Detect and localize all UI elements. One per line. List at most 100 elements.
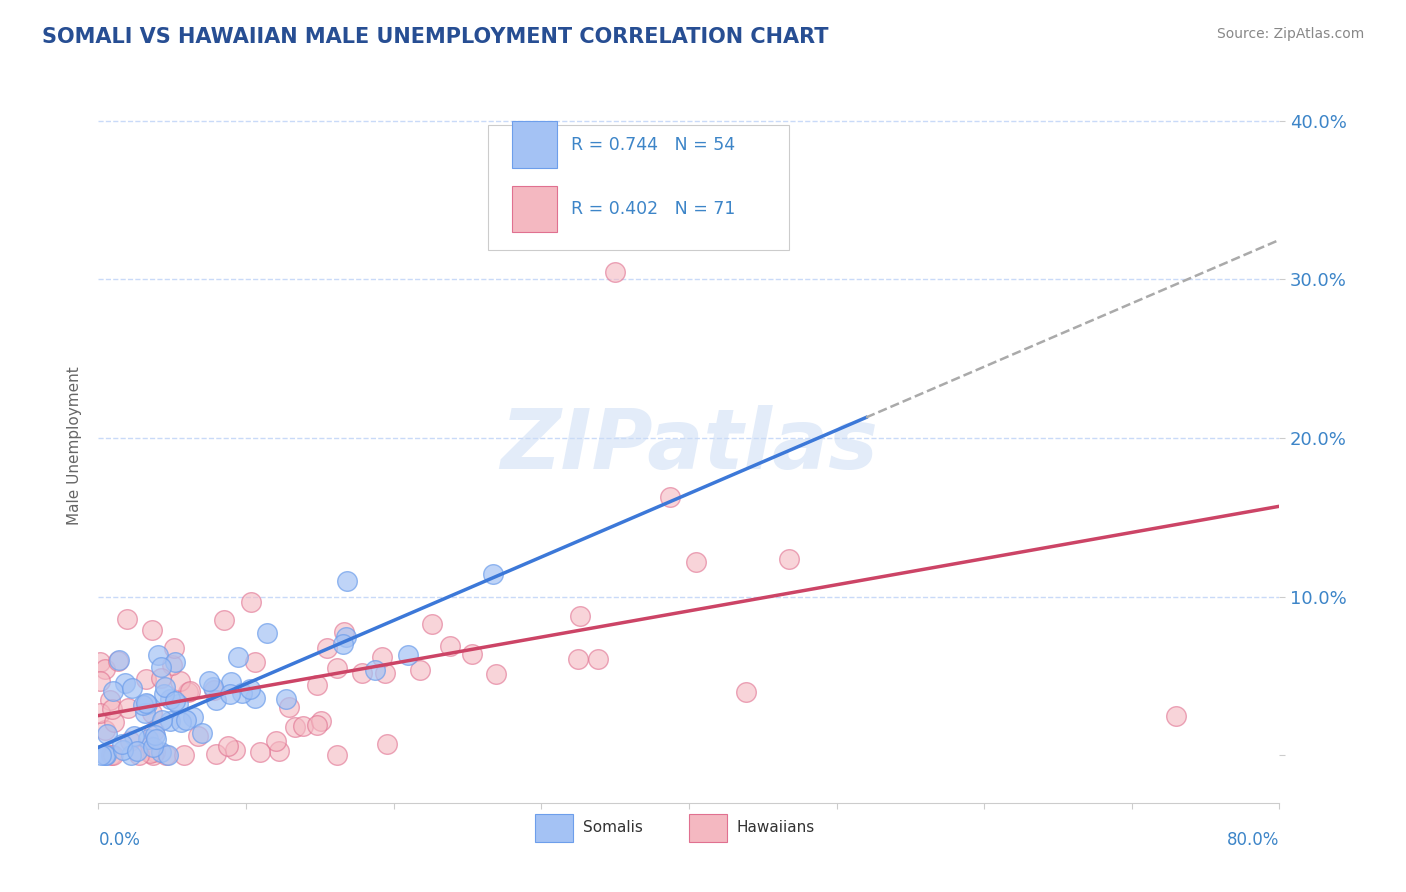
Point bbox=[212, 613, 235, 627]
Point bbox=[307, 718, 329, 732]
Point bbox=[217, 739, 239, 753]
Point bbox=[135, 696, 157, 710]
Point bbox=[205, 747, 228, 762]
Point bbox=[135, 697, 157, 711]
Point bbox=[155, 680, 177, 694]
Point bbox=[94, 723, 117, 737]
Point bbox=[315, 640, 337, 655]
Point bbox=[205, 693, 228, 707]
Point bbox=[187, 730, 209, 744]
Point bbox=[375, 738, 398, 752]
Point bbox=[107, 654, 129, 668]
Point bbox=[243, 655, 266, 669]
Point bbox=[439, 640, 461, 654]
Point bbox=[159, 714, 181, 728]
Point bbox=[201, 680, 224, 694]
Point bbox=[364, 663, 387, 677]
Y-axis label: Male Unemployment: Male Unemployment bbox=[67, 367, 83, 525]
Point bbox=[249, 745, 271, 759]
Point bbox=[101, 748, 124, 763]
Point bbox=[485, 667, 508, 681]
Point bbox=[586, 652, 609, 666]
Point bbox=[117, 701, 139, 715]
Point bbox=[707, 209, 730, 223]
Text: SOMALI VS HAWAIIAN MALE UNEMPLOYMENT CORRELATION CHART: SOMALI VS HAWAIIAN MALE UNEMPLOYMENT COR… bbox=[42, 27, 828, 46]
Point bbox=[120, 748, 142, 763]
Text: Somalis: Somalis bbox=[582, 821, 643, 835]
Point bbox=[145, 732, 167, 747]
Point bbox=[128, 748, 150, 763]
Point bbox=[134, 706, 156, 720]
Point bbox=[115, 612, 138, 626]
Point bbox=[94, 748, 117, 763]
Point bbox=[461, 647, 484, 661]
Point bbox=[169, 673, 191, 688]
Point bbox=[89, 673, 111, 688]
FancyBboxPatch shape bbox=[689, 814, 727, 842]
Point bbox=[136, 731, 159, 746]
Text: Hawaiians: Hawaiians bbox=[737, 821, 814, 835]
Point bbox=[396, 648, 419, 663]
FancyBboxPatch shape bbox=[488, 125, 789, 250]
Point bbox=[157, 748, 180, 763]
Point bbox=[336, 574, 359, 589]
Point bbox=[89, 706, 111, 720]
Point bbox=[735, 684, 758, 698]
Point bbox=[142, 748, 165, 763]
Point bbox=[177, 685, 200, 699]
Point bbox=[149, 745, 172, 759]
Point bbox=[239, 682, 262, 697]
Point bbox=[143, 728, 166, 742]
Point bbox=[146, 648, 169, 662]
Point bbox=[100, 748, 122, 763]
Point bbox=[219, 675, 242, 690]
Point bbox=[127, 744, 149, 758]
Point bbox=[122, 729, 145, 743]
Point bbox=[162, 658, 184, 673]
Text: R = 0.744   N = 54: R = 0.744 N = 54 bbox=[571, 136, 735, 153]
Point bbox=[150, 714, 173, 728]
Text: ZIPatlas: ZIPatlas bbox=[501, 406, 877, 486]
Point bbox=[141, 706, 163, 720]
FancyBboxPatch shape bbox=[512, 186, 557, 232]
Point bbox=[108, 652, 131, 666]
Point bbox=[409, 663, 432, 677]
Point bbox=[143, 745, 166, 759]
Point bbox=[605, 264, 627, 278]
Point bbox=[152, 687, 174, 701]
Text: R = 0.402   N = 71: R = 0.402 N = 71 bbox=[571, 200, 735, 218]
Point bbox=[143, 723, 166, 738]
Text: 80.0%: 80.0% bbox=[1227, 831, 1279, 849]
Point bbox=[139, 739, 162, 753]
Point bbox=[335, 630, 357, 644]
Point bbox=[326, 661, 349, 675]
Point bbox=[149, 671, 172, 685]
Point bbox=[278, 699, 301, 714]
Point bbox=[231, 686, 253, 700]
Point bbox=[163, 694, 186, 708]
Point bbox=[169, 714, 191, 729]
Point bbox=[174, 713, 197, 727]
Point bbox=[163, 655, 186, 669]
Point bbox=[94, 747, 117, 762]
Point bbox=[155, 748, 177, 763]
Point bbox=[332, 637, 354, 651]
Point bbox=[191, 726, 214, 740]
Point bbox=[163, 640, 186, 655]
Point bbox=[350, 666, 373, 681]
Point bbox=[371, 649, 394, 664]
Point bbox=[266, 734, 288, 748]
Point bbox=[267, 744, 290, 758]
Point bbox=[243, 691, 266, 706]
Point bbox=[101, 702, 124, 716]
Point bbox=[658, 490, 681, 504]
Point bbox=[374, 666, 396, 681]
Point bbox=[90, 748, 112, 763]
Point bbox=[202, 683, 225, 698]
Point bbox=[685, 555, 707, 569]
Point bbox=[224, 743, 246, 757]
Point bbox=[333, 624, 356, 639]
Point bbox=[142, 740, 165, 755]
Point bbox=[567, 652, 589, 666]
FancyBboxPatch shape bbox=[536, 814, 574, 842]
